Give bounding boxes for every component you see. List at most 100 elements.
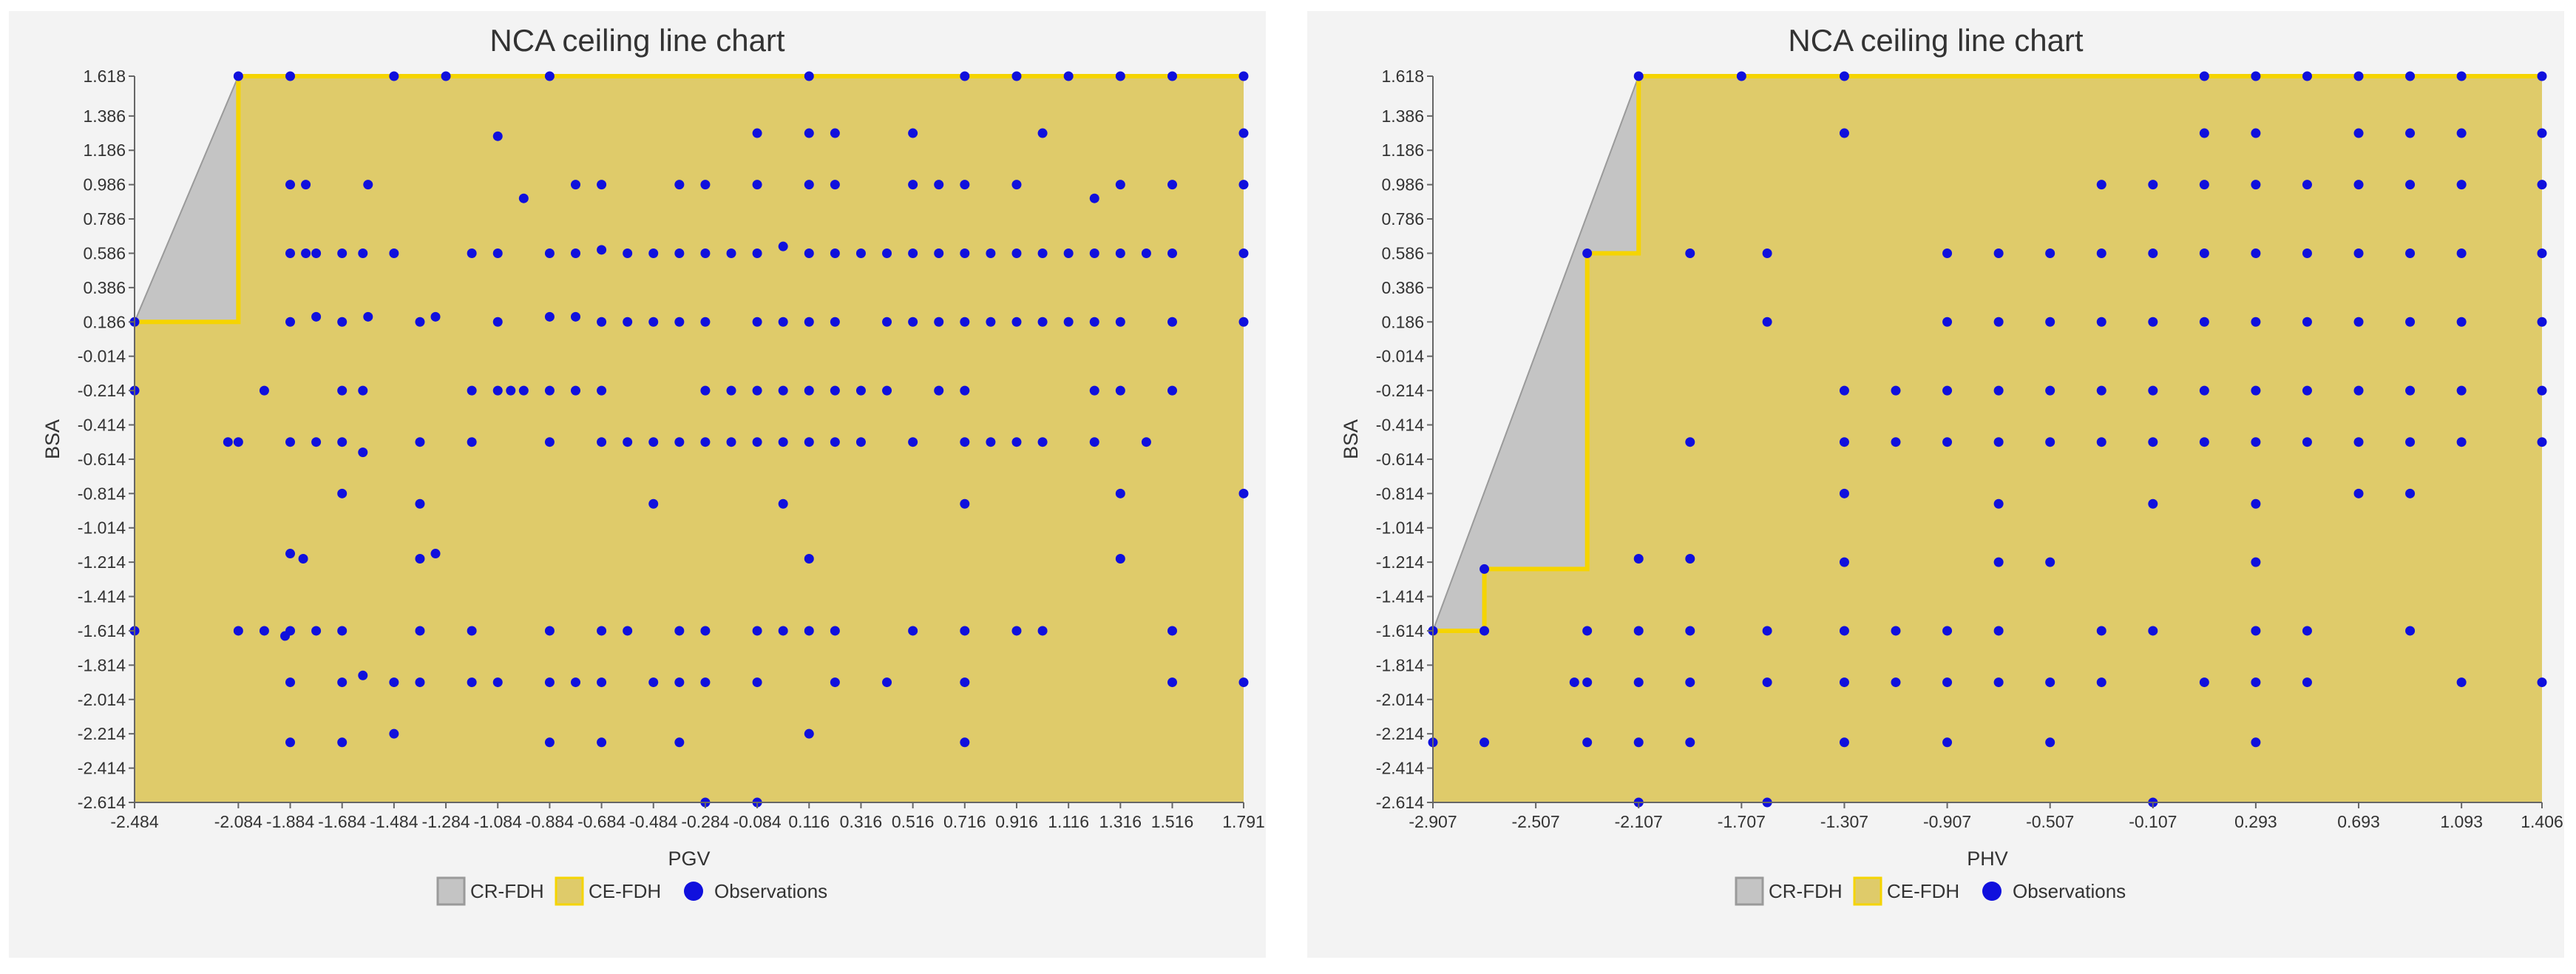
legend-marker-observations: [1982, 882, 2002, 901]
y-tick-label: -0.414: [78, 416, 126, 435]
observation-point: [1685, 626, 1695, 636]
observation-point: [1633, 737, 1644, 748]
observation-point: [1037, 128, 1048, 138]
observation-point: [597, 245, 607, 255]
observation-point: [441, 71, 451, 81]
x-tick-label: -1.707: [1718, 812, 1766, 831]
observation-point: [2251, 677, 2261, 688]
observation-point: [2199, 317, 2209, 327]
observation-point: [674, 180, 685, 190]
observation-point: [2353, 180, 2364, 190]
observation-point: [2537, 128, 2547, 138]
observation-point: [2251, 385, 2261, 396]
observation-point: [1942, 317, 1953, 327]
observation-point: [2353, 488, 2364, 498]
observation-point: [223, 437, 233, 447]
observation-point: [908, 626, 918, 636]
observation-point: [544, 385, 555, 396]
observation-point: [2456, 128, 2467, 138]
observation-point: [298, 554, 308, 564]
observation-point: [1891, 437, 1901, 447]
observation-point: [1839, 385, 1849, 396]
observation-point: [1633, 677, 1644, 688]
x-tick-label: 0.916: [995, 812, 1038, 831]
chart-svg-pgv: 1.618 1.386 1.186 0.986 0.786 0.586 0.386 0.186…: [41, 67, 1265, 906]
observation-point: [2096, 248, 2106, 258]
observation-point: [1685, 554, 1695, 564]
observation-point: [1993, 677, 2004, 688]
observation-point: [830, 677, 840, 688]
legend-label: CR-FDH: [470, 880, 544, 902]
observation-point: [301, 248, 311, 258]
observation-point: [960, 677, 970, 688]
x-tick-label: 0.716: [943, 812, 986, 831]
observation-point: [1685, 248, 1695, 258]
observation-point: [597, 677, 607, 688]
x-tick-label: -1.084: [474, 812, 522, 831]
observation-point: [752, 385, 762, 396]
observation-point: [908, 128, 918, 138]
observation-point: [2405, 385, 2416, 396]
observation-point: [1089, 437, 1099, 447]
observation-point: [2251, 557, 2261, 567]
observation-point: [2405, 317, 2416, 327]
observation-point: [285, 180, 296, 190]
observation-point: [674, 626, 685, 636]
observation-point: [830, 626, 840, 636]
observation-point: [1167, 626, 1178, 636]
observation-point: [2302, 437, 2312, 447]
observation-point: [2456, 385, 2467, 396]
observation-point: [700, 317, 711, 327]
observation-point: [492, 131, 503, 141]
observation-point: [1011, 180, 1022, 190]
observation-point: [1167, 180, 1178, 190]
observation-point: [1993, 557, 2004, 567]
y-tick-label: -1.014: [78, 518, 126, 538]
observation-point: [1115, 317, 1125, 327]
observation-point: [358, 447, 368, 458]
observation-point: [1942, 437, 1953, 447]
observation-point: [2302, 626, 2312, 636]
observation-point: [1633, 554, 1644, 564]
observation-point: [1115, 71, 1125, 81]
observation-point: [623, 626, 633, 636]
y-tick-label: -1.014: [1376, 518, 1424, 538]
observation-point: [674, 248, 685, 258]
y-tick-label: -2.414: [78, 759, 126, 778]
observation-point: [1089, 385, 1099, 396]
x-tick-label: -2.484: [110, 812, 158, 831]
observation-point: [1839, 737, 1849, 748]
observation-point: [778, 241, 788, 251]
y-tick-label: -1.214: [1376, 552, 1424, 572]
observation-point: [259, 385, 269, 396]
observation-point: [492, 248, 503, 258]
observation-point: [389, 677, 399, 688]
observation-point: [285, 677, 296, 688]
observation-point: [1141, 437, 1151, 447]
observation-point: [674, 737, 685, 748]
x-tick-label: 0.316: [840, 812, 883, 831]
observation-point: [674, 677, 685, 688]
observation-point: [2405, 626, 2416, 636]
observation-point: [700, 180, 711, 190]
y-tick-label: -0.614: [78, 450, 126, 469]
observation-point: [700, 626, 711, 636]
observation-point: [960, 71, 970, 81]
observation-point: [1942, 248, 1953, 258]
observation-point: [623, 437, 633, 447]
observation-point: [830, 437, 840, 447]
observation-point: [623, 317, 633, 327]
x-tick-label: -0.107: [2129, 812, 2177, 831]
observation-point: [2353, 437, 2364, 447]
observation-point: [597, 317, 607, 327]
observation-point: [700, 385, 711, 396]
y-tick-label: -0.814: [78, 484, 126, 503]
observation-point: [2251, 737, 2261, 748]
observation-point: [2302, 248, 2312, 258]
observation-point: [804, 317, 814, 327]
observation-point: [1037, 248, 1048, 258]
observation-point: [1839, 677, 1849, 688]
observation-point: [363, 311, 373, 322]
x-tick-label: 1.316: [1099, 812, 1142, 831]
x-tick-label: -1.884: [266, 812, 314, 831]
